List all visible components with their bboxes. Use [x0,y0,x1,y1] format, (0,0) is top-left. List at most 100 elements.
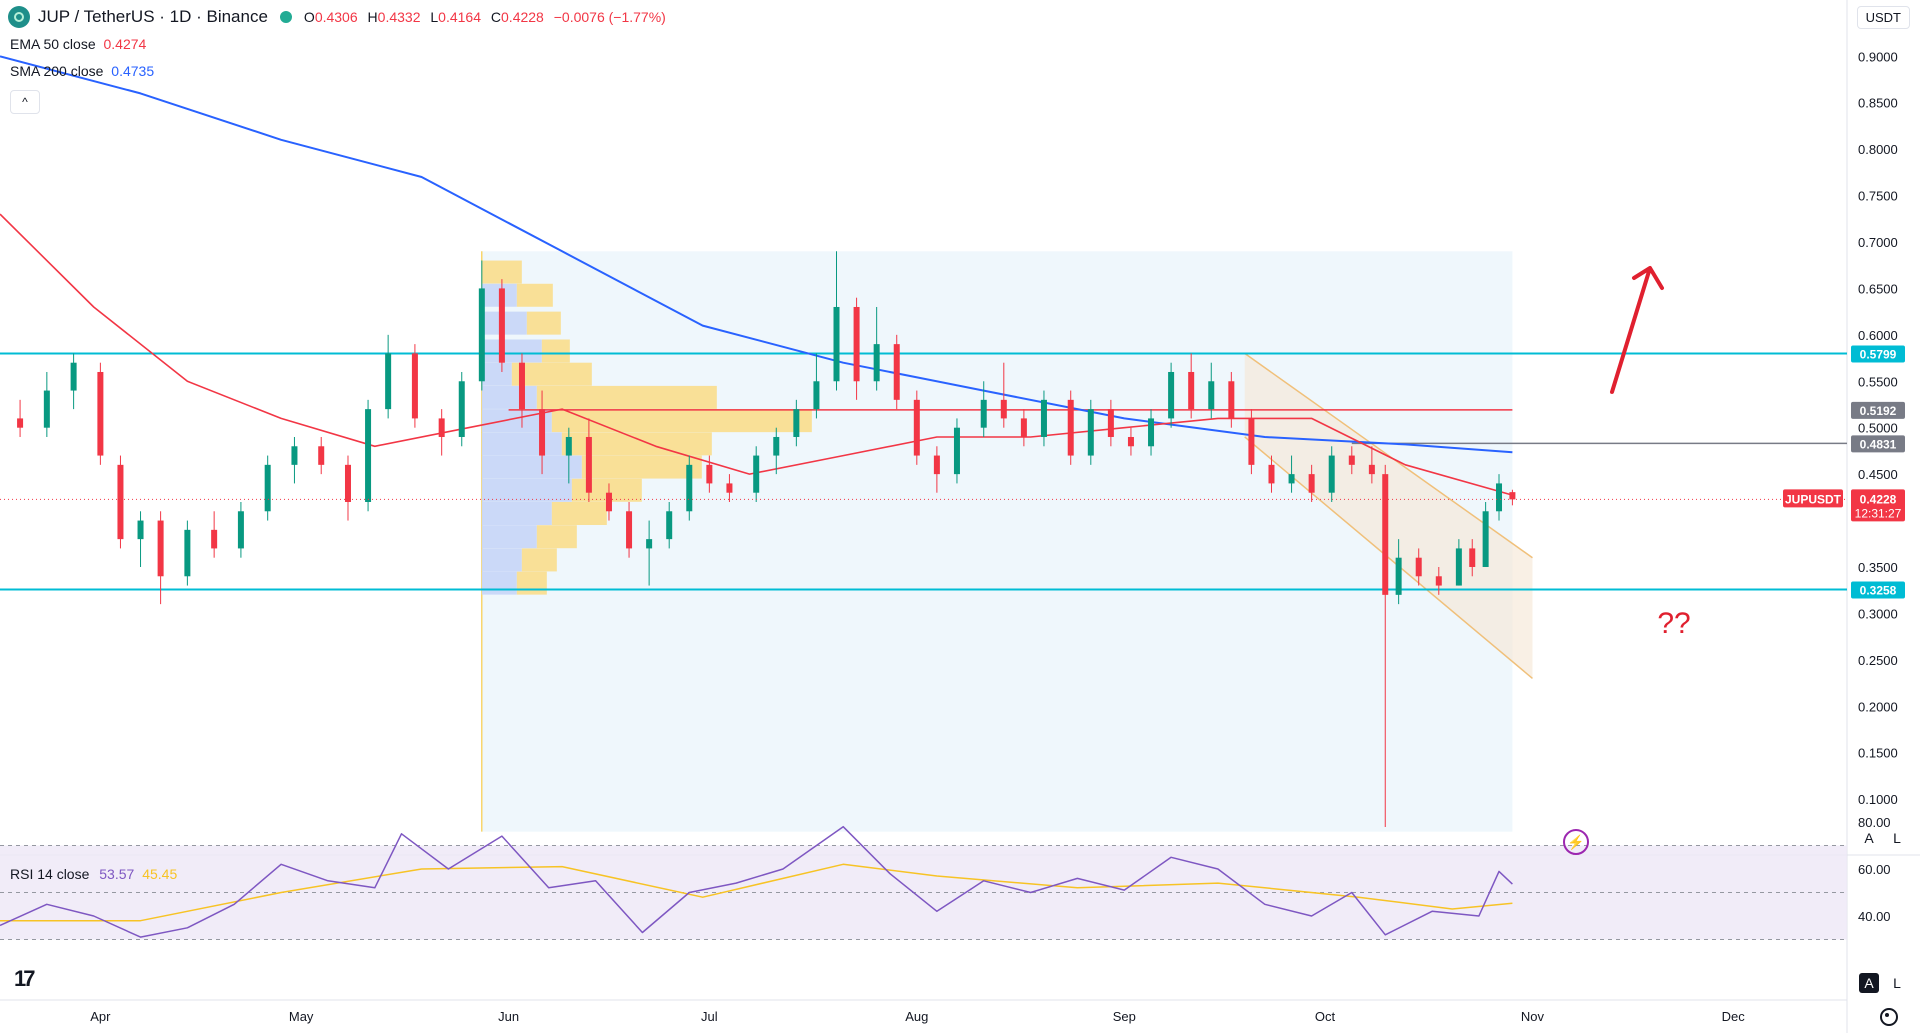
rsi-tick-label: 40.00 [1858,909,1891,924]
candle-body [70,362,77,391]
currency-unit-button[interactable]: USDT [1856,6,1910,29]
candle-body [1107,409,1114,437]
candle-body [237,511,244,549]
countdown-label: 12:31:27 [1855,506,1902,520]
current-price-tag [1851,489,1905,522]
rsi-log-scale-button[interactable]: L [1893,975,1901,991]
candle-body [1368,464,1375,475]
sma-200-line [0,55,1513,454]
price-tick-label: 0.3500 [1858,560,1898,575]
candle-body [565,436,572,456]
settings-gear-icon[interactable] [1880,1008,1898,1026]
candle-body [1000,399,1007,419]
volume-bar-up-6 [551,409,812,433]
level-tag-label-0: 0.5799 [1860,348,1897,362]
candle-body [793,409,800,437]
price-tick-label: 0.7500 [1858,189,1898,204]
candle-body [498,288,505,363]
volume-bar-down-12 [481,548,522,572]
price-tick-label: 0.7000 [1858,235,1898,250]
candle-body [1148,418,1155,447]
symbol-title[interactable]: JUP / TetherUS · 1D · Binance [38,7,268,26]
tradingview-logo-icon: 17 [14,966,36,991]
rsi-value: 53.57 [99,866,135,882]
candle-body [184,529,191,577]
candle-body [1268,464,1275,484]
candle-body [157,520,164,577]
candle-body [43,390,50,428]
candle-body [1455,548,1462,586]
candle-body [1308,474,1315,493]
chevron-up-icon[interactable]: ^ [10,90,40,114]
log-scale-button[interactable]: L [1893,830,1901,846]
price-tick-label: 0.5000 [1858,421,1898,436]
volume-bar-down-13 [481,571,517,595]
ema-legend[interactable]: EMA 50 close 0.4274 [10,36,147,52]
volume-bar-down-11 [481,525,537,549]
sma-legend[interactable]: SMA 200 close 0.4735 [10,63,155,79]
lightning-icon[interactable]: ⚡ [1563,829,1589,855]
candle-body [1509,492,1516,500]
candle-body [438,418,445,437]
candle-body [953,427,960,475]
volume-bar-down-8 [481,455,582,479]
candle-body [706,464,713,484]
sma-value: 0.4735 [111,63,155,79]
level-tag-1 [1851,581,1905,599]
volume-bar-down-7 [481,432,562,456]
candle-body [264,464,271,512]
candle-body [1087,409,1094,456]
candle-body [686,464,693,512]
candle-body [933,455,940,475]
level-tag-3 [1851,435,1905,453]
candle-body [726,483,733,493]
candle-body [913,399,920,456]
candle-body [833,306,840,382]
rsi-legend[interactable]: RSI 14 close 53.57 45.45 [10,866,178,882]
price-tick-label: 0.8500 [1858,96,1898,111]
price-tick-label: 0.1500 [1858,746,1898,761]
auto-scale-button[interactable]: A [1864,830,1874,846]
volume-bar-up-0 [481,260,522,284]
price-tick-label: 0.2500 [1858,653,1898,668]
rsi-auto-scale-button[interactable]: A [1859,973,1879,993]
candle-body [893,344,900,400]
candle-body [518,362,525,410]
candle-body [1067,399,1074,456]
time-axis-label: Aug [905,1009,928,1024]
candle-body [1228,381,1235,419]
ohlc-readout: O0.4306 H0.4332 L0.4164 C0.4228 −0.0076 … [303,9,666,25]
volume-bar-up-10 [551,501,607,525]
descending-channel [1244,353,1533,679]
candle-body [1208,381,1215,410]
volume-bar-up-13 [516,571,547,595]
candle-body [1435,576,1442,586]
time-axis-label: Nov [1521,1009,1545,1024]
candle-body [137,520,144,540]
rsi-ma-value: 45.45 [142,866,178,882]
candle-body [478,288,485,382]
rsi-ma-line [0,863,1513,922]
volume-bar-up-1 [516,283,553,307]
volume-bar-down-5 [481,385,537,409]
volume-bar-up-3 [541,339,570,363]
candle-body [1382,474,1389,595]
symbol-header: JUP / TetherUS · 1D · Binance O0.4306 H0… [8,6,672,28]
candle-body [1415,557,1422,577]
candle-body [291,446,298,465]
time-axis-label: Oct [1315,1009,1336,1024]
time-axis-label: Dec [1722,1009,1746,1024]
rsi-tick-label: 80.00 [1858,815,1891,830]
level-tag-label-3: 0.4831 [1860,437,1897,451]
ema-50-line [0,213,1513,496]
volume-bar-up-11 [536,525,577,549]
price-tick-label: 0.6500 [1858,281,1898,296]
candle-body [626,511,633,549]
candle-body [1348,455,1355,465]
ema-value: 0.4274 [103,36,147,52]
time-axis-label: May [289,1009,314,1024]
candle-body [318,446,325,465]
candle-body [605,492,612,512]
candle-body [773,436,780,456]
